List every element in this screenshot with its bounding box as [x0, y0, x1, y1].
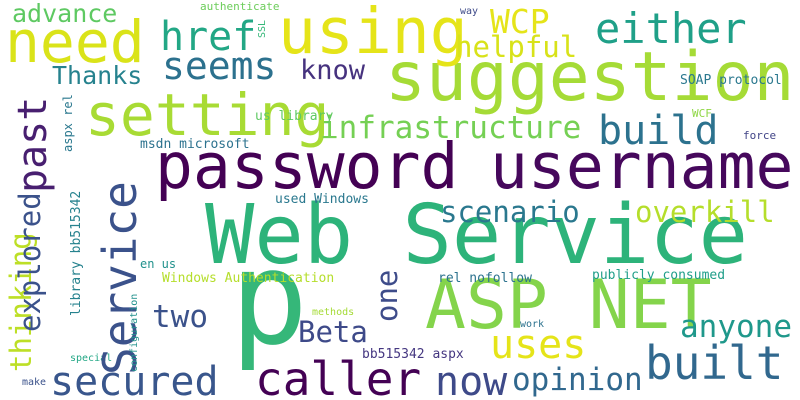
word-caller: caller [255, 352, 422, 400]
word-p: p [230, 222, 309, 374]
word-work: work [520, 319, 545, 330]
word-bb515342-aspx: bb515342 aspx [362, 347, 464, 362]
word-publicly-consumed: publicly consumed [592, 268, 726, 283]
word-library-bb515342: library bb515342 [69, 190, 84, 316]
word-password: password [155, 130, 459, 203]
word-opinion: opinion [512, 362, 643, 398]
word-force: force [743, 129, 777, 142]
word-windows-authentication: Windows Authentication [162, 271, 335, 286]
word-rel-nofollow: rel nofollow [438, 271, 532, 286]
word-secured: secured [50, 359, 219, 400]
word-wcp: WCP [490, 2, 550, 41]
word-us-library: us library [255, 109, 334, 124]
word-way: way [460, 6, 479, 17]
word-authenticate: authenticate [200, 0, 280, 13]
word-methods: methods [312, 307, 355, 318]
word-ssl: SSL [257, 19, 268, 38]
word-scenario: scenario [440, 195, 580, 229]
word-soap-protocol: SOAP protocol [680, 73, 782, 88]
word-one: one [370, 269, 404, 322]
word-setting: setting [85, 81, 330, 149]
word-suggestions: suggestions [385, 38, 800, 117]
word-used-windows: used Windows [275, 192, 369, 207]
word-web-service: Web Service [205, 188, 749, 283]
word-now: now [435, 359, 508, 400]
word-know: know [300, 55, 366, 86]
word-using: using [278, 0, 468, 68]
word-helpful: helpful [455, 30, 578, 64]
word-href: href [160, 14, 257, 60]
word-en-us: en us [140, 257, 177, 271]
word-uses: uses [490, 322, 587, 368]
word-build: build [598, 108, 719, 154]
word-beta: Beta [298, 315, 368, 349]
word-built: built [645, 336, 784, 390]
word-configuration: configuration [129, 293, 140, 372]
word-overkill: overkill [635, 195, 775, 229]
word-make: make [22, 377, 47, 388]
word-username: username [490, 130, 794, 203]
word-two: two [152, 299, 208, 335]
word-explored: explored [13, 192, 47, 332]
word-thanks: Thanks [52, 61, 143, 90]
word-msdn-microsoft: msdn microsoft [140, 137, 250, 152]
word-special: special [70, 353, 113, 364]
word-anyone: anyone [680, 309, 792, 345]
word-asp-net: ASP NET [425, 266, 712, 345]
word-need: need [5, 8, 145, 76]
word-wcf: WCF [692, 107, 712, 120]
word-aspx-rel: aspx rel [61, 94, 75, 152]
word-past: past [10, 96, 56, 193]
word-infrastructure: infrastructure [320, 110, 582, 146]
word-seems: seems [162, 44, 277, 88]
word-either: either [595, 4, 747, 53]
word-advance: advance [12, 0, 118, 28]
